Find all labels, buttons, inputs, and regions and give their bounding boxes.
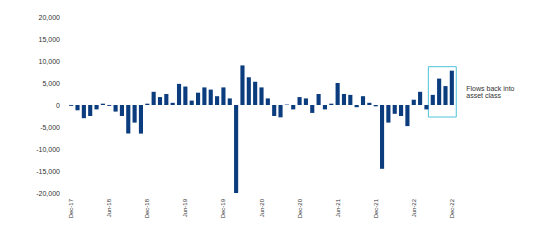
- svg-text:Dec-21: Dec-21: [373, 198, 379, 218]
- svg-text:20,000: 20,000: [39, 14, 61, 21]
- svg-text:15,000: 15,000: [39, 36, 61, 43]
- svg-text:Flows back into: Flows back into: [466, 85, 516, 92]
- svg-text:-20,000: -20,000: [36, 190, 60, 197]
- svg-text:10,000: 10,000: [39, 58, 61, 65]
- svg-text:Dec-18: Dec-18: [144, 198, 150, 218]
- svg-text:5,000: 5,000: [42, 80, 60, 87]
- svg-text:-10,000: -10,000: [36, 146, 60, 153]
- svg-text:asset class: asset class: [466, 92, 501, 99]
- svg-text:Jun-22: Jun-22: [411, 198, 417, 217]
- svg-text:-15,000: -15,000: [36, 168, 60, 175]
- svg-text:Dec-20: Dec-20: [297, 198, 303, 218]
- svg-text:Dec-22: Dec-22: [449, 198, 455, 218]
- svg-text:Dec-19: Dec-19: [220, 198, 226, 218]
- svg-text:Jun-18: Jun-18: [106, 198, 112, 217]
- svg-text:Jun-20: Jun-20: [259, 198, 265, 217]
- svg-text:-5,000: -5,000: [40, 124, 60, 131]
- svg-text:Jun-19: Jun-19: [182, 198, 188, 217]
- svg-text:Dec-17: Dec-17: [68, 198, 74, 218]
- svg-text:Jun-21: Jun-21: [335, 198, 341, 217]
- svg-text:0: 0: [56, 102, 60, 109]
